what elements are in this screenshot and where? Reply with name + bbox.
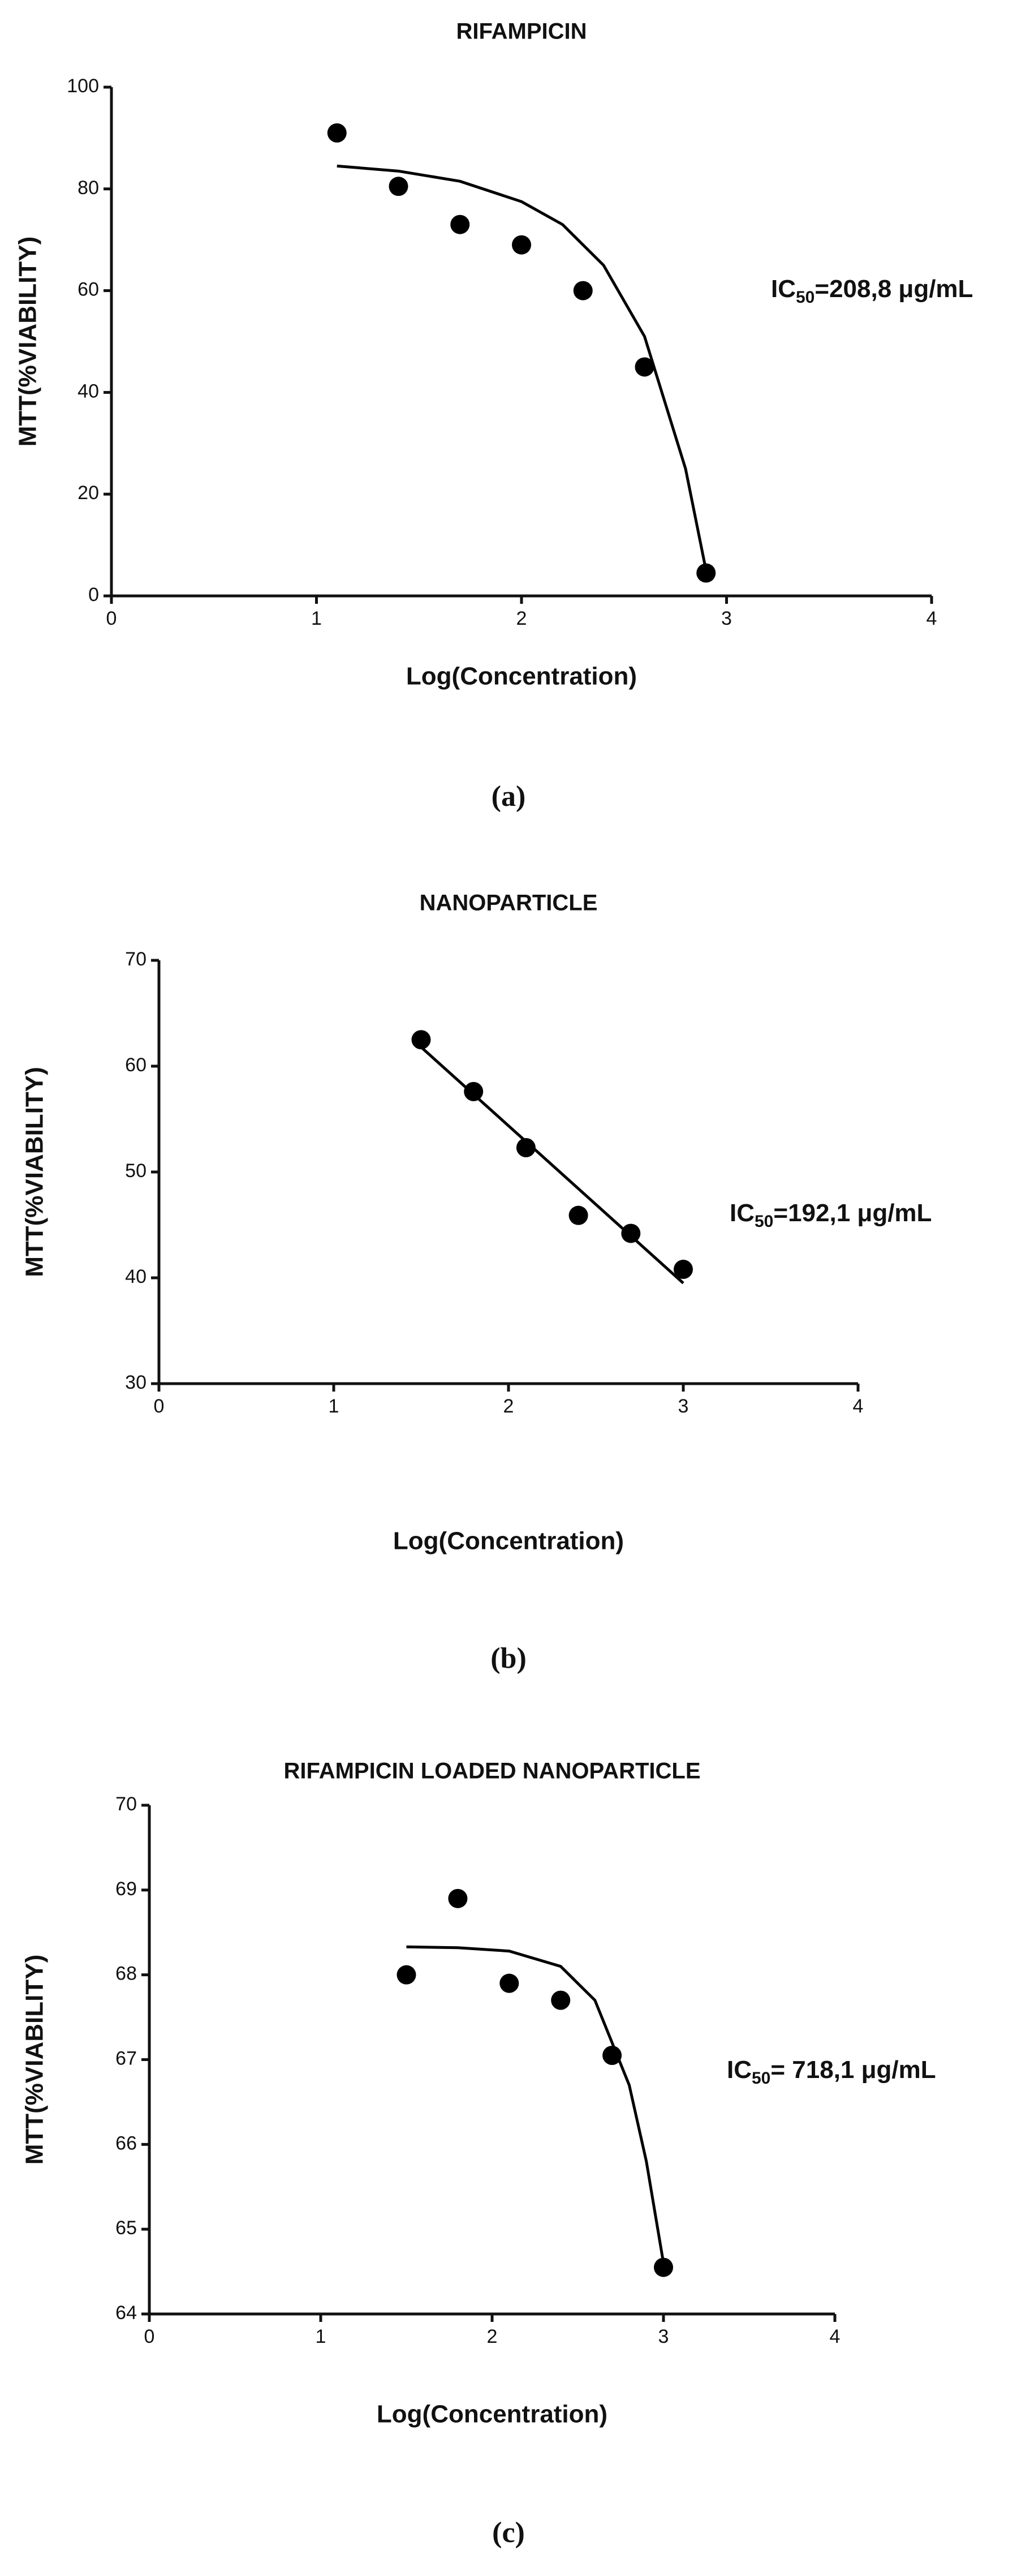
caption: (a) [492, 780, 526, 813]
y-tick-label: 60 [125, 1054, 146, 1076]
y-axis-label: MTT(%VIABILITY) [21, 1955, 49, 2165]
data-point [499, 1973, 519, 1993]
x-axis-label: Log(Concentration) [393, 1527, 624, 1555]
ic50-text: =192,1 μg/mL [773, 1199, 932, 1227]
y-tick-label: 20 [77, 482, 99, 504]
y-axis-label: MTT(%VIABILITY) [21, 1067, 49, 1277]
x-tick-label: 4 [926, 608, 937, 629]
data-point [602, 2046, 622, 2066]
x-tick-label: 4 [853, 1396, 864, 1417]
y-tick-label: 50 [125, 1160, 146, 1182]
fit-curve [337, 164, 708, 571]
x-tick-label: 3 [721, 608, 732, 629]
y-tick-label: 30 [125, 1372, 146, 1393]
data-point [696, 563, 716, 583]
ic50-prefix: IC [771, 275, 796, 303]
data-point [573, 281, 593, 300]
ic50-prefix: IC [730, 1199, 755, 1227]
data-point [635, 357, 654, 377]
ic50-subscript: 50 [752, 2069, 770, 2088]
ic50-annotation: IC50= 718,1 μg/mL [727, 2056, 936, 2088]
y-tick-label: 69 [115, 1878, 137, 1900]
caption: (c) [492, 2517, 525, 2549]
data-point [516, 1137, 536, 1157]
ic50-prefix: IC [727, 2056, 752, 2084]
ic50-text: =208,8 μg/mL [815, 275, 973, 303]
data-point [568, 1205, 588, 1225]
y-tick-label: 67 [115, 2047, 137, 2069]
x-tick-label: 1 [329, 1396, 339, 1417]
data-point [464, 1081, 484, 1101]
ic50-text: = 718,1 μg/mL [770, 2056, 936, 2084]
x-tick-label: 2 [516, 608, 527, 629]
data-point [327, 123, 347, 143]
data-point [654, 2257, 673, 2277]
data-point [397, 1965, 416, 1985]
data-point [674, 1260, 693, 1280]
data-point [448, 1888, 468, 1908]
y-tick-label: 60 [77, 279, 99, 300]
y-tick-label: 65 [115, 2217, 137, 2239]
x-tick-label: 0 [154, 1396, 165, 1417]
chart-title: RIFAMPICIN LOADED NANOPARTICLE [283, 1759, 700, 1784]
chart-title: RIFAMPICIN [456, 19, 587, 44]
y-tick-label: 70 [115, 1793, 137, 1815]
chart-title: NANOPARTICLE [420, 891, 598, 916]
data-point [512, 235, 531, 255]
y-tick-label: 64 [115, 2302, 137, 2324]
y-tick-label: 68 [115, 1963, 137, 1985]
x-tick-label: 3 [658, 2326, 669, 2347]
x-tick-label: 1 [316, 2326, 326, 2347]
data-point [389, 177, 408, 196]
ic50-subscript: 50 [796, 288, 815, 307]
ic50-annotation: IC50=208,8 μg/mL [771, 275, 973, 307]
x-tick-label: 1 [311, 608, 322, 629]
y-tick-label: 100 [67, 75, 99, 97]
fit-curve [406, 1945, 665, 2264]
ic50-subscript: 50 [755, 1212, 773, 1231]
y-tick-label: 40 [77, 380, 99, 402]
x-tick-label: 4 [830, 2326, 841, 2347]
y-tick-label: 40 [125, 1266, 146, 1287]
data-point [411, 1030, 431, 1050]
fit-curve [420, 1046, 684, 1285]
y-tick-label: 70 [125, 948, 146, 970]
x-axis-label: Log(Concentration) [406, 663, 637, 690]
y-tick-label: 80 [77, 177, 99, 199]
x-tick-label: 0 [144, 2326, 155, 2347]
y-tick-label: 66 [115, 2132, 137, 2154]
x-tick-label: 2 [503, 1396, 514, 1417]
x-tick-label: 3 [678, 1396, 689, 1417]
x-tick-label: 2 [487, 2326, 498, 2347]
x-tick-label: 0 [106, 608, 117, 629]
y-axis-label: MTT(%VIABILITY) [14, 237, 42, 447]
caption: (b) [490, 1642, 527, 1675]
x-axis-label: Log(Concentration) [377, 2401, 607, 2428]
data-point [450, 214, 470, 234]
data-point [621, 1223, 641, 1243]
data-point [551, 1990, 571, 2010]
y-tick-label: 0 [88, 584, 99, 606]
ic50-annotation: IC50=192,1 μg/mL [730, 1199, 932, 1231]
